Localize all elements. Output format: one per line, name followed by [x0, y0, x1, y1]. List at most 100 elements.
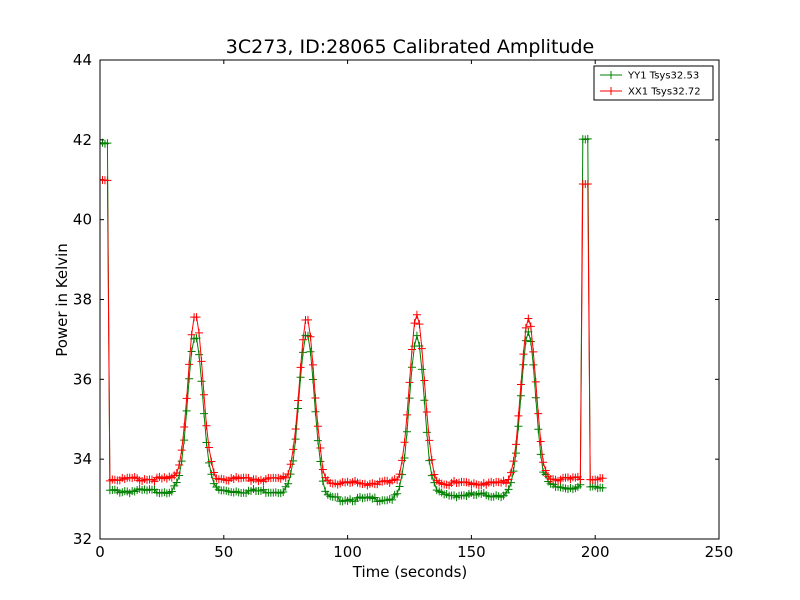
data-point-marker — [583, 179, 592, 188]
data-point-marker — [204, 443, 213, 452]
data-point-marker — [313, 436, 322, 445]
data-point-marker — [167, 487, 176, 496]
y-tick-label: 32 — [73, 530, 92, 548]
data-point-marker — [534, 425, 543, 434]
data-point-marker — [541, 466, 550, 475]
series-markers — [100, 175, 607, 490]
data-point-marker — [422, 428, 431, 437]
data-point-marker — [529, 360, 538, 369]
data-point-marker — [187, 330, 196, 339]
y-tick-label: 44 — [73, 51, 92, 69]
data-point-marker — [403, 427, 412, 436]
legend-marker — [607, 87, 615, 95]
data-point-marker — [197, 377, 206, 386]
axes: 0 50 100 150 200 250 32 34 36 38 40 42 44 — [73, 51, 733, 561]
data-point-marker — [308, 375, 317, 384]
data-point-marker — [182, 394, 191, 403]
data-point-marker — [187, 347, 196, 356]
data-point-marker — [412, 310, 421, 319]
data-point-marker — [182, 406, 191, 415]
data-point-marker — [308, 360, 317, 369]
data-point-marker — [519, 360, 528, 369]
data-point-marker — [410, 319, 419, 328]
x-tick-label: 200 — [581, 543, 610, 561]
y-tick-label: 42 — [73, 131, 92, 149]
data-point-marker — [197, 357, 206, 366]
data-point-marker — [202, 438, 211, 447]
data-point-marker — [583, 134, 592, 143]
data-point-marker — [598, 474, 607, 483]
data-point-marker — [296, 373, 305, 382]
data-point-marker — [430, 470, 439, 479]
data-point-marker — [576, 475, 585, 484]
series-1 — [100, 175, 607, 490]
data-point-marker — [180, 436, 189, 445]
data-point-marker — [199, 390, 208, 399]
data-point-marker — [192, 313, 201, 322]
data-point-marker — [422, 408, 431, 417]
data-point-marker — [407, 363, 416, 372]
x-tick-label: 250 — [705, 543, 734, 561]
data-point-marker — [507, 468, 516, 477]
data-point-marker — [286, 460, 295, 469]
data-point-marker — [405, 394, 414, 403]
data-point-marker — [531, 377, 540, 386]
data-point-marker — [521, 336, 530, 345]
data-point-marker — [311, 393, 320, 402]
data-point-marker — [524, 314, 533, 323]
data-point-marker — [172, 478, 181, 487]
data-point-marker — [207, 457, 216, 466]
y-tick-label: 38 — [73, 291, 92, 309]
data-point-marker — [299, 348, 308, 357]
data-point-marker — [509, 457, 518, 466]
data-point-marker — [291, 435, 300, 444]
data-point-marker — [395, 470, 404, 479]
data-point-marker — [511, 440, 520, 449]
data-point-marker — [289, 445, 298, 454]
data-point-marker — [316, 443, 325, 452]
plot-area — [100, 134, 607, 506]
data-point-marker — [539, 458, 548, 467]
data-point-marker — [299, 335, 308, 344]
data-point-marker — [199, 409, 208, 418]
data-point-marker — [284, 469, 293, 478]
legend-label: YY1 Tsys32.53 — [627, 71, 699, 82]
data-point-marker — [504, 485, 513, 494]
data-point-marker — [303, 315, 312, 324]
y-tick-label: 36 — [73, 370, 92, 388]
data-point-marker — [103, 176, 112, 185]
data-point-marker — [296, 363, 305, 372]
data-point-marker — [514, 422, 523, 431]
data-point-marker — [425, 436, 434, 445]
data-point-marker — [529, 347, 538, 356]
data-point-marker — [407, 345, 416, 354]
data-point-marker — [420, 396, 429, 405]
series-markers — [100, 134, 607, 506]
data-point-marker — [393, 475, 402, 484]
data-point-marker — [202, 421, 211, 430]
data-point-marker — [405, 378, 414, 387]
data-point-marker — [395, 482, 404, 491]
data-point-marker — [311, 407, 320, 416]
data-point-marker — [536, 437, 545, 446]
data-point-marker — [177, 446, 186, 455]
plot-clipped — [100, 134, 607, 506]
data-point-marker — [172, 468, 181, 477]
data-point-marker — [516, 391, 525, 400]
y-tick-label: 34 — [73, 450, 92, 468]
data-point-marker — [175, 460, 184, 469]
data-point-marker — [316, 457, 325, 466]
legend-label: XX1 Tsys32.72 — [628, 87, 701, 98]
x-tick-label: 50 — [214, 543, 233, 561]
x-tick-label: 150 — [457, 543, 486, 561]
data-point-marker — [185, 374, 194, 383]
data-point-marker — [388, 495, 397, 504]
x-tick-label: 100 — [333, 543, 362, 561]
data-point-marker — [403, 410, 412, 419]
data-point-marker — [209, 468, 218, 477]
y-axis-label: Power in Kelvin — [53, 243, 71, 357]
x-axis-label: Time (seconds) — [352, 563, 468, 581]
legend-box — [593, 65, 714, 101]
data-point-marker — [415, 320, 424, 329]
